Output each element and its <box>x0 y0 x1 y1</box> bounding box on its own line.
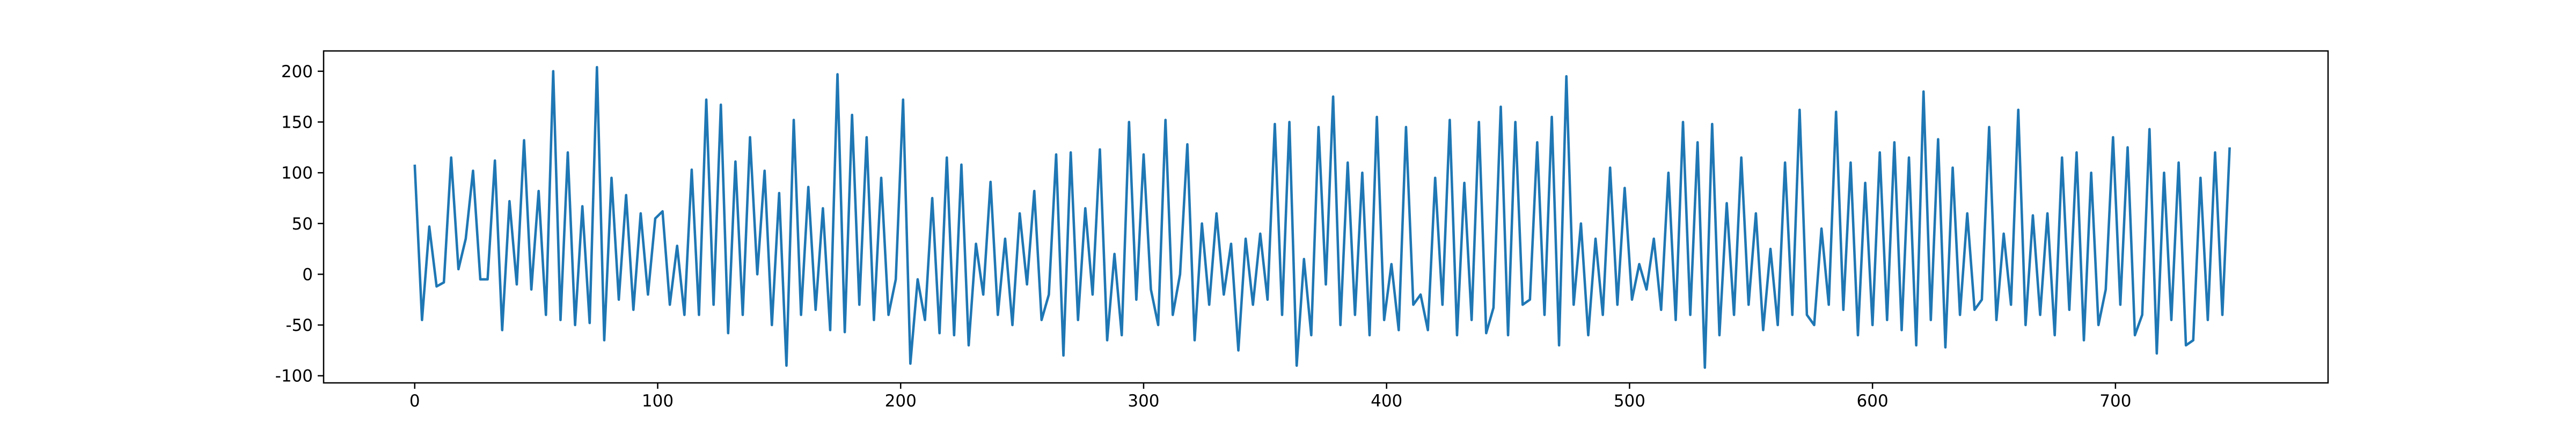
y-tick-label: -100 <box>275 367 313 386</box>
y-tick-label: 150 <box>281 113 313 132</box>
data-line <box>413 65 2231 369</box>
x-tick-label: 500 <box>1614 391 1645 411</box>
y-tick-label: -50 <box>286 316 313 335</box>
y-tick-label: 100 <box>281 164 313 183</box>
plot-frame <box>323 50 2329 384</box>
x-tick-label: 400 <box>1371 391 1402 411</box>
y-tick-label: 0 <box>302 265 313 284</box>
x-tick-label: 600 <box>1857 391 1889 411</box>
x-tick-label: 300 <box>1128 391 1159 411</box>
y-tick-label: 50 <box>292 214 313 234</box>
x-tick-label: 100 <box>642 391 674 411</box>
x-tick-label: 0 <box>409 391 420 411</box>
x-tick-label: 700 <box>2099 391 2131 411</box>
y-tick-label: 200 <box>281 62 313 82</box>
x-tick-label: 200 <box>885 391 917 411</box>
